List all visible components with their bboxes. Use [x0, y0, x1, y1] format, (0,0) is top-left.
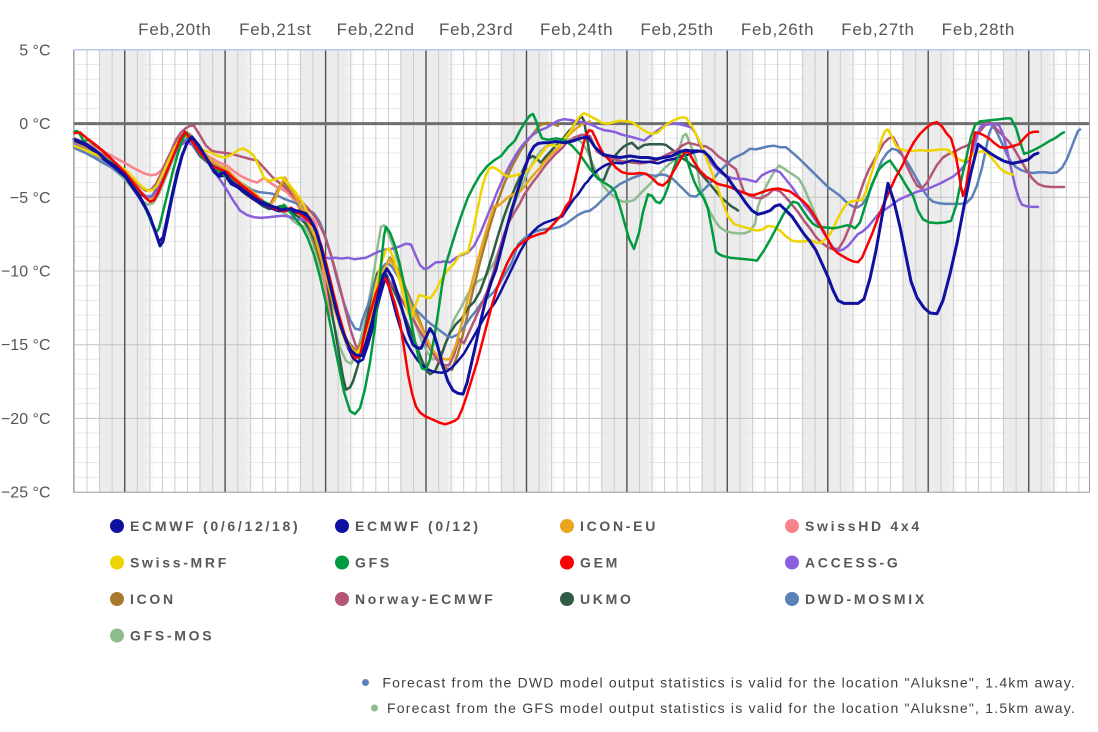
svg-text:ICON: ICON [130, 591, 176, 607]
svg-text:ACCESS-G: ACCESS-G [805, 554, 901, 570]
svg-text:Feb,26th: Feb,26th [741, 20, 815, 39]
svg-text:−5 °C: −5 °C [10, 190, 51, 207]
svg-text:Feb,22nd: Feb,22nd [337, 20, 415, 39]
svg-text:Forecast from the DWD model ou: Forecast from the DWD model output stati… [382, 675, 1076, 691]
svg-text:5 °C: 5 °C [19, 42, 50, 59]
svg-text:Forecast from the GFS model ou: Forecast from the GFS model output stati… [387, 700, 1076, 716]
svg-text:Swiss-MRF: Swiss-MRF [130, 554, 229, 570]
svg-text:GEM: GEM [580, 554, 620, 570]
svg-text:ECMWF (0/12): ECMWF (0/12) [355, 518, 481, 534]
svg-text:Feb,25th: Feb,25th [640, 20, 714, 39]
svg-text:UKMO: UKMO [580, 591, 634, 607]
svg-text:−15 °C: −15 °C [1, 337, 51, 354]
svg-text:Feb,27th: Feb,27th [841, 20, 915, 39]
svg-text:Feb,24th: Feb,24th [540, 20, 614, 39]
svg-text:Feb,28th: Feb,28th [942, 20, 1016, 39]
svg-text:GFS-MOS: GFS-MOS [130, 627, 214, 643]
svg-text:−10 °C: −10 °C [1, 264, 51, 281]
svg-text:DWD-MOSMIX: DWD-MOSMIX [805, 591, 927, 607]
svg-text:Feb,21st: Feb,21st [239, 20, 312, 39]
svg-text:ICON-EU: ICON-EU [580, 518, 658, 534]
svg-text:ECMWF (0/6/12/18): ECMWF (0/6/12/18) [130, 518, 300, 534]
svg-text:GFS: GFS [355, 554, 392, 570]
svg-text:Norway-ECMWF: Norway-ECMWF [355, 591, 496, 607]
svg-text:Feb,23rd: Feb,23rd [439, 20, 513, 39]
svg-text:−20 °C: −20 °C [1, 411, 51, 428]
svg-text:Feb,20th: Feb,20th [138, 20, 212, 39]
svg-text:SwissHD 4x4: SwissHD 4x4 [805, 518, 922, 534]
svg-text:0 °C: 0 °C [19, 116, 50, 133]
svg-text:−25 °C: −25 °C [1, 485, 51, 502]
